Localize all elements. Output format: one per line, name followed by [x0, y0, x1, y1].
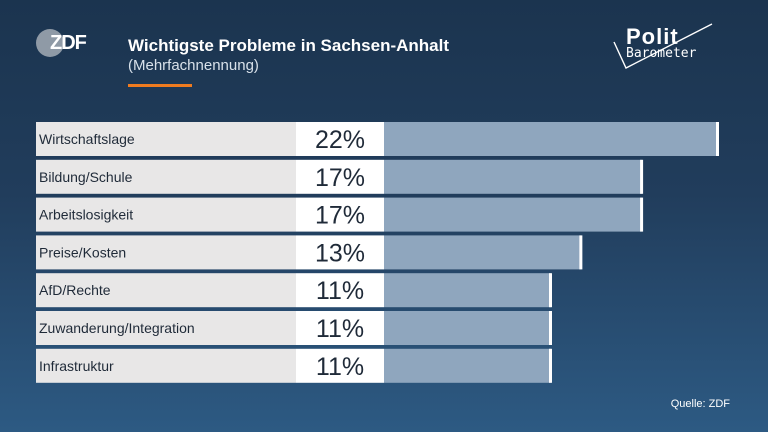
category-label-bg: [36, 311, 296, 345]
value-label: 17%: [315, 202, 365, 230]
value-label: 11%: [316, 277, 364, 305]
value-label: 13%: [315, 239, 365, 267]
category-label: Zuwanderung/Integration: [39, 320, 195, 336]
category-label-bg: [36, 235, 296, 270]
chart-subtitle: (Mehrfachnennung): [128, 57, 259, 74]
brand-polit-text: Polit: [626, 24, 679, 49]
bar: [384, 197, 643, 232]
category-label-bg: [36, 159, 296, 194]
value-label: 22%: [315, 126, 365, 154]
category-label-bg: [36, 122, 296, 156]
brand-barometer-text: Barometer: [626, 46, 697, 61]
bar: [384, 235, 582, 270]
chart-title: Wichtigste Probleme in Sachsen-Anhalt: [128, 36, 450, 55]
value-label-bg: [296, 235, 384, 270]
value-label: 11%: [316, 315, 364, 343]
zdf-logo-circle: [36, 29, 64, 57]
zdf-logo: ZDF: [36, 29, 88, 57]
value-label-bg: [296, 197, 384, 232]
bar: [384, 348, 551, 383]
bar-end-marker: [640, 197, 644, 232]
value-label-bg: [296, 311, 384, 345]
value-label-bg: [296, 122, 384, 156]
category-label: Arbeitslosigkeit: [39, 207, 133, 223]
value-label: 17%: [315, 164, 365, 192]
category-label: Bildung/Schule: [39, 169, 133, 185]
title-accent-line: [128, 84, 192, 87]
bar: [384, 311, 551, 345]
bar-end-marker: [579, 235, 583, 270]
source-note: Quelle: ZDF: [670, 398, 730, 410]
bar-end-marker: [716, 122, 719, 156]
bar: [384, 159, 643, 194]
category-label: Infrastruktur: [39, 358, 114, 374]
category-label-bg: [36, 348, 296, 383]
politbarometer-logo: Polit Barometer: [612, 22, 724, 74]
value-label: 11%: [316, 353, 364, 381]
bar-end-marker: [549, 273, 552, 308]
value-label-bg: [296, 348, 384, 383]
zdf-logo-text: ZDF: [50, 32, 87, 54]
bar-end-marker: [640, 159, 644, 194]
category-label: AfD/Rechte: [39, 282, 111, 298]
category-label: Preise/Kosten: [39, 244, 126, 260]
category-label-bg: [36, 197, 296, 232]
value-label-bg: [296, 159, 384, 194]
value-label-bg: [296, 273, 384, 308]
bar: [384, 122, 718, 156]
category-label: Wirtschaftslage: [39, 131, 135, 147]
category-label-bg: [36, 273, 296, 308]
bar-end-marker: [549, 311, 552, 345]
politbarometer-check-icon: [613, 23, 713, 69]
bar-end-marker: [549, 348, 552, 383]
bar: [384, 273, 551, 308]
